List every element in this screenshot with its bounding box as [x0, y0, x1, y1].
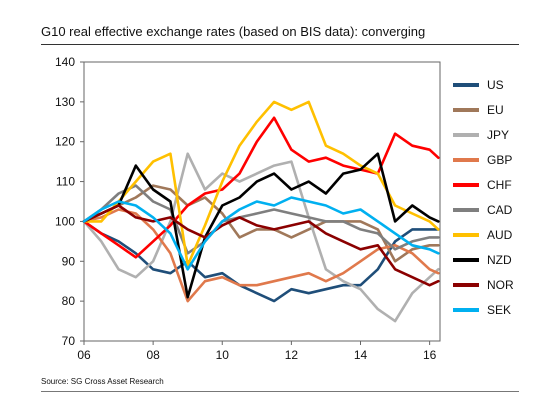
legend-label-gbp: GBP: [487, 153, 512, 167]
series-line-eu: [82, 184, 440, 263]
legend-label-eu: EU: [487, 103, 504, 117]
x-tick-label: 16: [423, 348, 437, 362]
chart-title: G10 real effective exchange rates (based…: [41, 24, 426, 39]
y-tick-label: 110: [56, 175, 75, 189]
bottom-divider: [41, 391, 519, 392]
series-line-sek: [82, 196, 440, 271]
y-tick-label: 90: [62, 254, 76, 268]
y-tick-label: 120: [55, 135, 75, 149]
y-tick-label: 70: [62, 334, 76, 348]
y-tick-label: 100: [55, 214, 75, 228]
y-tick-label: 140: [55, 55, 75, 69]
series-line-cad: [82, 184, 440, 255]
series-line-chf: [82, 116, 440, 259]
x-tick-label: 10: [216, 348, 230, 362]
x-tick-label: 12: [285, 348, 299, 362]
y-tick-label: 130: [55, 95, 75, 109]
legend-label-chf: CHF: [487, 178, 512, 192]
series-line-jpy: [82, 152, 440, 323]
source-note: Source: SG Cross Asset Research: [41, 377, 164, 386]
legend-label-nor: NOR: [487, 278, 514, 292]
legend-label-nzd: NZD: [487, 253, 512, 267]
legend-label-cad: CAD: [487, 203, 513, 217]
plot-frame: [83, 61, 441, 342]
legend-label-us: US: [487, 78, 504, 92]
title-divider: [41, 44, 519, 45]
x-tick-label: 08: [146, 348, 160, 362]
series-line-nzd: [82, 152, 440, 299]
y-tick-label: 80: [62, 294, 76, 308]
series-line-us: [82, 220, 440, 303]
x-tick-label: 14: [354, 348, 368, 362]
x-tick-label: 06: [77, 348, 91, 362]
legend-label-aud: AUD: [487, 228, 513, 242]
series-line-gbp: [82, 208, 440, 303]
series-line-nor: [82, 204, 440, 287]
legend-label-sek: SEK: [487, 303, 511, 317]
legend-label-jpy: JPY: [487, 128, 509, 142]
